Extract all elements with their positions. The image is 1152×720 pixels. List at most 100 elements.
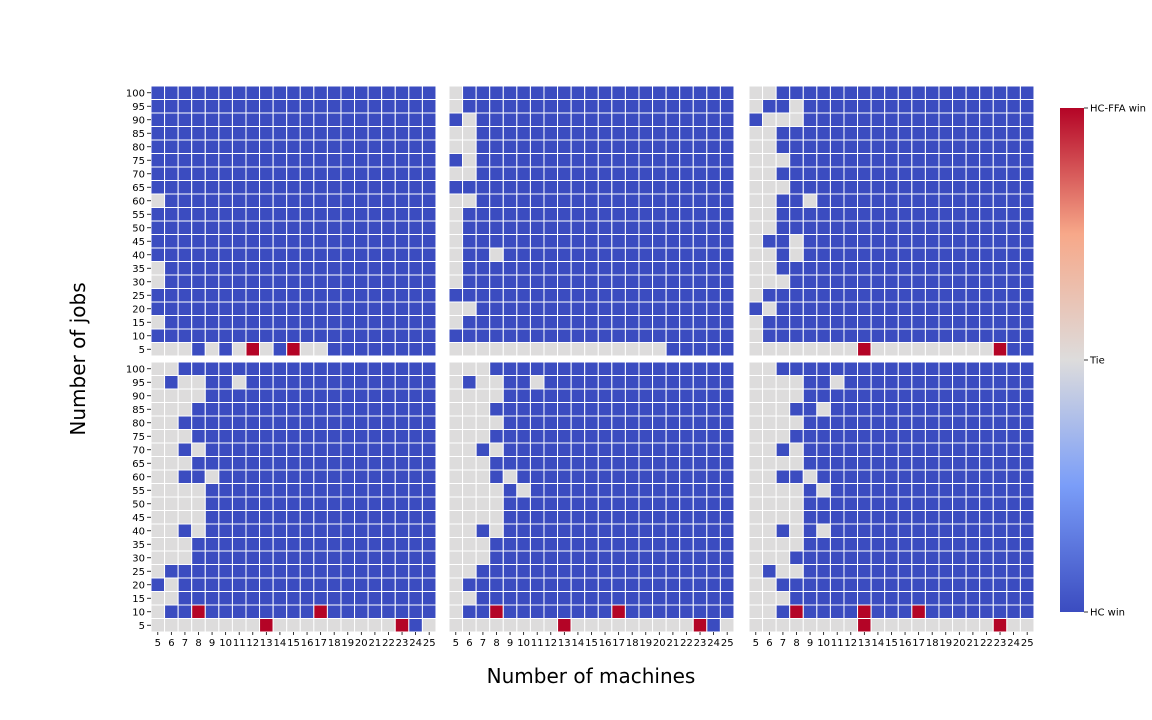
heatmap-cell — [1006, 112, 1021, 127]
heatmap-cell — [652, 180, 667, 195]
heatmap-cell — [177, 126, 193, 141]
heatmap-cell — [884, 375, 899, 390]
heatmap-cell — [952, 456, 967, 471]
heatmap-cell — [231, 261, 247, 276]
heatmap-cell — [204, 99, 220, 114]
heatmap-cell — [992, 153, 1008, 168]
heatmap-cell — [719, 180, 735, 195]
heatmap-cell — [231, 85, 247, 100]
x-tick-label: 8 — [793, 638, 799, 649]
heatmap-cell — [191, 315, 206, 330]
heatmap-cell — [570, 375, 586, 390]
heatmap-cell — [597, 564, 613, 579]
heatmap-cell — [924, 166, 940, 181]
heatmap-cell — [529, 274, 545, 289]
heatmap-cell — [706, 415, 721, 430]
heatmap-cell — [829, 604, 845, 619]
heatmap-cell — [529, 469, 545, 484]
heatmap-cell — [421, 315, 437, 330]
heatmap-cell — [965, 577, 981, 592]
heatmap-cell — [829, 342, 845, 357]
heatmap-cell — [570, 274, 586, 289]
heatmap-cell — [326, 139, 342, 154]
heatmap-cell — [789, 577, 804, 592]
heatmap-cell — [448, 193, 464, 208]
heatmap-cell — [272, 126, 288, 141]
heatmap-cell — [706, 153, 721, 168]
heatmap-cell — [1006, 328, 1021, 343]
heatmap-cell — [489, 375, 504, 390]
heatmap-cell — [665, 429, 681, 444]
heatmap-cell — [286, 429, 301, 444]
heatmap-cell — [191, 180, 206, 195]
heatmap-cell — [313, 126, 328, 141]
heatmap-cell — [516, 388, 531, 403]
heatmap-cell — [748, 604, 764, 619]
heatmap-cell — [448, 139, 464, 154]
heatmap-cell — [638, 126, 654, 141]
heatmap-cell — [611, 261, 626, 276]
heatmap-cell — [340, 261, 356, 276]
heatmap-cell — [789, 415, 804, 430]
heatmap-cell — [665, 496, 681, 511]
heatmap-cell — [938, 361, 954, 376]
heatmap-cell — [245, 139, 261, 154]
heatmap-cell — [272, 510, 288, 525]
heatmap-cell — [748, 550, 764, 565]
heatmap-cell — [911, 442, 926, 457]
heatmap-cell — [516, 301, 531, 316]
heatmap-cell — [259, 510, 274, 525]
heatmap-cell — [340, 577, 356, 592]
heatmap-cell — [516, 288, 531, 303]
heatmap-cell — [884, 99, 899, 114]
heatmap-cell — [204, 193, 220, 208]
heatmap-cell — [367, 315, 383, 330]
heatmap-cell — [597, 496, 613, 511]
heatmap-cell — [516, 375, 531, 390]
heatmap-cell — [584, 415, 599, 430]
heatmap-cell — [748, 577, 764, 592]
heatmap-cell — [719, 496, 735, 511]
heatmap-cell — [529, 85, 545, 100]
heatmap-cell — [611, 85, 626, 100]
y-tick-label: 50 — [132, 499, 145, 510]
heatmap-cell — [475, 483, 491, 498]
heatmap-cell — [313, 247, 328, 262]
heatmap-cell — [897, 415, 913, 430]
heatmap-cell — [992, 429, 1008, 444]
heatmap-cell — [354, 442, 369, 457]
heatmap-cell — [624, 537, 640, 552]
heatmap-cell — [354, 429, 369, 444]
heatmap-cell — [299, 496, 315, 511]
heatmap-cell — [557, 361, 572, 376]
heatmap-cell — [448, 483, 464, 498]
heatmap-cell — [354, 591, 369, 606]
heatmap-cell — [299, 166, 315, 181]
heatmap-cell — [870, 139, 886, 154]
heatmap-cell — [354, 456, 369, 471]
heatmap-cell — [177, 483, 193, 498]
heatmap-cell — [313, 166, 328, 181]
heatmap-cell — [843, 166, 859, 181]
heatmap-cell — [638, 375, 654, 390]
heatmap-cell — [679, 604, 694, 619]
heatmap-cell — [706, 618, 721, 633]
heatmap-cell — [231, 537, 247, 552]
heatmap-cell — [381, 604, 396, 619]
heatmap-cell — [204, 220, 220, 235]
heatmap-cell — [299, 388, 315, 403]
heatmap-cell — [911, 591, 926, 606]
heatmap-cell — [543, 415, 559, 430]
heatmap-cell — [408, 496, 423, 511]
heatmap-cell — [897, 247, 913, 262]
heatmap-cell — [529, 220, 545, 235]
heatmap-cell — [775, 315, 791, 330]
heatmap-cell — [204, 153, 220, 168]
heatmap-cell — [381, 456, 396, 471]
heatmap-cell — [597, 328, 613, 343]
heatmap-cell — [381, 112, 396, 127]
heatmap-cell — [748, 415, 764, 430]
heatmap-cell — [965, 388, 981, 403]
heatmap-cell — [965, 112, 981, 127]
heatmap-cell — [965, 523, 981, 538]
